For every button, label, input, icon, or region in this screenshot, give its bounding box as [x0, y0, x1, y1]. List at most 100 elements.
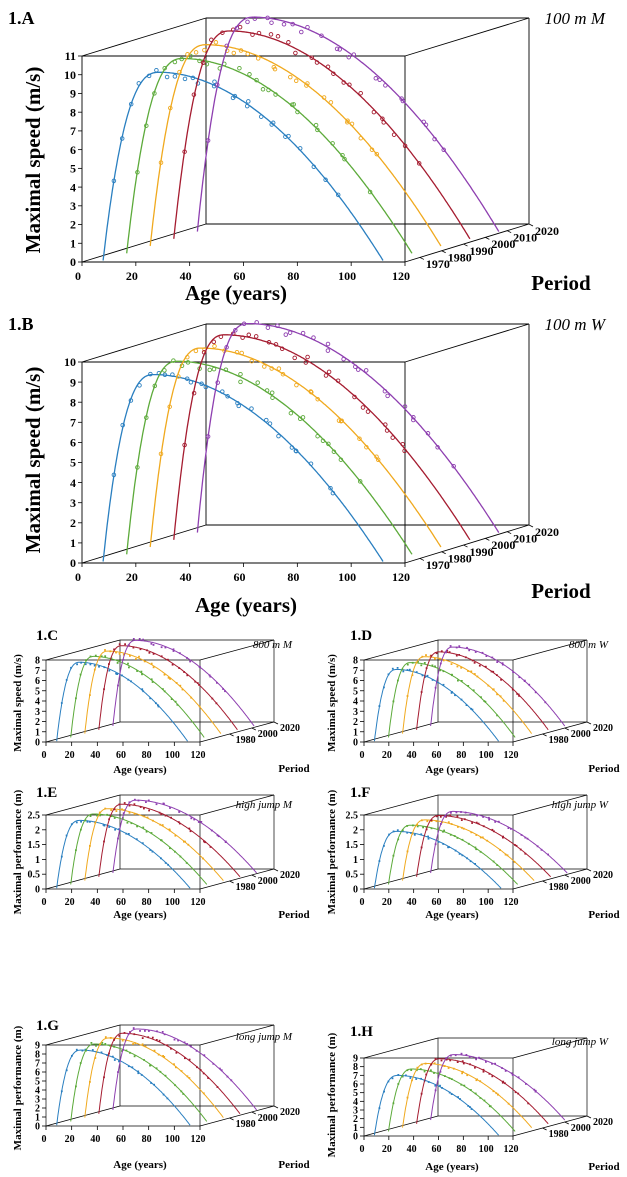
box-edge	[45, 868, 121, 890]
data-point	[512, 671, 514, 673]
data-point	[328, 100, 334, 105]
data-point	[185, 862, 188, 864]
data-point	[139, 1030, 141, 1032]
data-point	[392, 1102, 395, 1105]
data-point	[170, 372, 175, 377]
data-point	[460, 666, 463, 669]
y-tick-label: 1	[353, 1123, 358, 1134]
data-point	[209, 675, 212, 678]
data-point	[155, 1039, 158, 1041]
data-point	[427, 835, 429, 838]
event-label: long jump M	[236, 1031, 293, 1043]
y-tick-label: 1	[353, 727, 358, 738]
data-point	[184, 1057, 186, 1060]
data-point	[383, 686, 385, 689]
data-point	[461, 854, 464, 857]
z-tick-mark	[463, 544, 468, 548]
data-point	[103, 824, 106, 827]
data-point	[141, 842, 144, 845]
data-point	[457, 826, 459, 828]
data-point	[433, 1072, 435, 1074]
data-point	[449, 814, 452, 817]
x-axis-title: Age (years)	[113, 764, 167, 776]
data-point	[345, 120, 350, 125]
data-point	[450, 1093, 453, 1095]
data-point	[246, 99, 251, 104]
data-point	[518, 695, 520, 697]
data-point	[164, 1074, 167, 1077]
data-point	[388, 833, 390, 836]
data-point	[420, 1092, 423, 1095]
data-point	[406, 695, 409, 697]
y-tick-label: 5	[70, 162, 76, 176]
data-point	[421, 655, 424, 658]
data-point	[130, 822, 133, 825]
data-point	[132, 638, 135, 640]
data-point	[158, 1039, 161, 1042]
data-point	[517, 693, 520, 696]
data-point	[476, 814, 478, 817]
data-point	[103, 688, 105, 691]
data-point	[180, 1090, 183, 1093]
data-point	[450, 663, 453, 665]
data-point	[122, 1048, 125, 1051]
z-tick-label: 1980	[236, 882, 256, 893]
data-point	[487, 684, 490, 687]
data-point	[494, 821, 497, 823]
data-point	[148, 651, 151, 654]
data-point	[466, 646, 468, 649]
data-point	[128, 398, 134, 403]
curve-2000	[416, 815, 552, 878]
data-point	[89, 1081, 91, 1083]
y-tick-label: 0.5	[28, 870, 41, 881]
x-tick-label: 0	[42, 897, 47, 908]
data-point	[382, 388, 388, 394]
data-point	[455, 654, 458, 657]
curve-2010	[112, 799, 257, 874]
data-point	[212, 343, 217, 349]
data-point	[163, 1056, 166, 1058]
x-tick-label: 120	[191, 1134, 206, 1145]
data-point	[175, 1051, 178, 1054]
data-point	[136, 825, 138, 828]
curve-2010	[196, 16, 500, 232]
y-axis-title: Maximal speed (m/s)	[21, 67, 45, 254]
data-point	[502, 835, 504, 838]
data-point	[434, 1089, 437, 1092]
data-point	[173, 1063, 175, 1066]
data-point	[445, 1057, 448, 1059]
data-point	[480, 696, 482, 699]
data-point	[148, 371, 153, 377]
data-point	[315, 396, 320, 402]
data-point	[422, 826, 424, 829]
x-tick-label: 40	[180, 570, 192, 584]
data-point	[187, 843, 190, 846]
data-point	[358, 135, 364, 141]
y-axis-title: Maximal speed (m/s)	[21, 367, 45, 554]
data-point	[110, 809, 113, 811]
data-point	[491, 1062, 493, 1065]
data-point	[434, 686, 437, 689]
data-point	[434, 665, 436, 668]
data-point	[401, 668, 404, 671]
data-point	[121, 674, 123, 677]
data-point	[353, 364, 358, 369]
data-point	[497, 1093, 499, 1096]
data-point	[435, 820, 438, 823]
data-point	[121, 808, 123, 811]
data-point	[511, 1074, 514, 1076]
data-point	[172, 74, 178, 79]
data-point	[238, 379, 243, 385]
data-point	[260, 87, 266, 92]
y-tick-label: 7	[70, 416, 76, 430]
data-point	[111, 1055, 114, 1058]
data-point	[252, 16, 258, 21]
data-point	[200, 821, 203, 823]
data-point	[456, 837, 459, 839]
data-point	[291, 102, 296, 107]
data-point	[455, 646, 458, 649]
data-point	[516, 693, 519, 695]
data-point	[147, 1036, 150, 1039]
y-tick-label: 9	[70, 375, 76, 389]
